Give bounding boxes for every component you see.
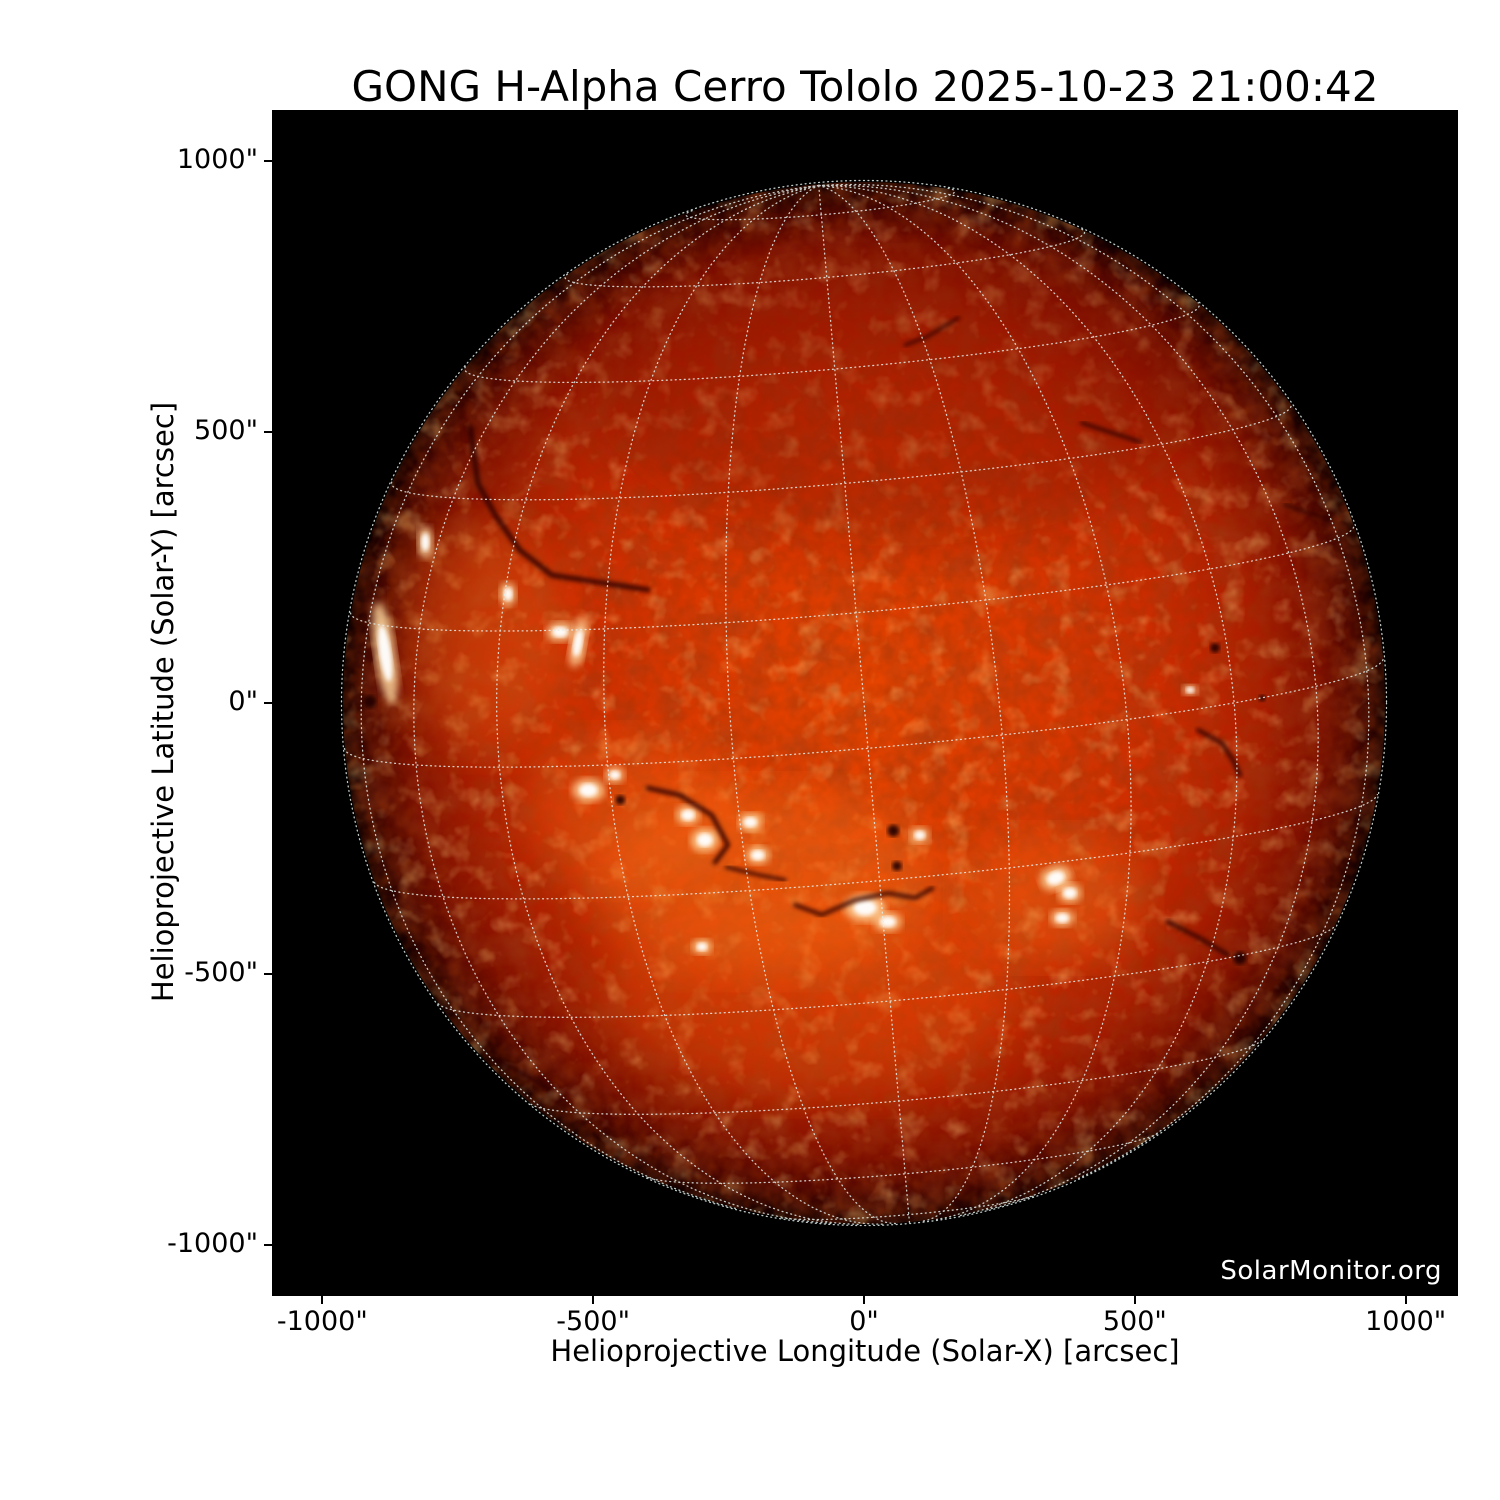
grid-parallel xyxy=(437,924,1337,1018)
plage-core xyxy=(579,783,598,797)
plage-core xyxy=(696,942,708,951)
plage-core xyxy=(572,629,584,657)
active-region-glow xyxy=(403,524,567,752)
plage-core xyxy=(1063,887,1077,899)
sunspot xyxy=(887,824,900,837)
grid-meridian xyxy=(360,184,820,1210)
heliographic-grid xyxy=(340,179,1388,1227)
grid-parallel xyxy=(781,1195,1036,1221)
y-tick xyxy=(264,972,272,975)
watermark: SolarMonitor.org xyxy=(1220,1256,1442,1286)
plage-core xyxy=(880,916,896,928)
y-tick xyxy=(264,702,272,704)
plage-core xyxy=(1185,687,1195,693)
grid-parallel xyxy=(647,1132,1161,1184)
plage-core xyxy=(609,770,621,780)
y-tick-label: 1000" xyxy=(176,144,258,176)
grid-meridian xyxy=(818,184,1011,1222)
grid-parallel xyxy=(390,402,1292,501)
sunspot xyxy=(1233,951,1247,965)
sunspot xyxy=(615,795,626,805)
x-tick-label: -500" xyxy=(556,1306,631,1337)
filament xyxy=(725,865,787,882)
grid-parallel xyxy=(685,187,956,221)
y-tick-label: 0" xyxy=(228,686,258,717)
dark-region xyxy=(593,242,1200,547)
plage-core xyxy=(853,900,877,916)
plage-core xyxy=(743,817,757,828)
plage-core xyxy=(1047,871,1065,885)
y-tick-label: -1000" xyxy=(167,1227,258,1259)
filament xyxy=(1283,503,1332,522)
x-tick xyxy=(592,1296,595,1304)
plage-core xyxy=(552,626,568,638)
grid-meridian xyxy=(725,184,897,1225)
plage-core xyxy=(914,830,926,840)
filament xyxy=(1079,421,1143,444)
x-tick xyxy=(1133,1296,1136,1304)
x-tick-label: 1000" xyxy=(1365,1306,1447,1337)
active-region-glow xyxy=(961,833,1146,963)
chart-title: GONG H-Alpha Cerro Tololo 2025-10-23 21:… xyxy=(351,62,1379,111)
x-tick-label: 0" xyxy=(849,1306,879,1337)
sunspot xyxy=(363,695,377,709)
grid-meridian xyxy=(413,184,832,1225)
plage-core xyxy=(681,809,695,821)
y-tick xyxy=(264,1243,272,1246)
grid-meridian xyxy=(818,183,1370,1179)
y-tick xyxy=(264,160,272,163)
y-tick xyxy=(264,431,272,434)
x-tick xyxy=(863,1296,865,1304)
filament xyxy=(903,316,960,347)
filament xyxy=(467,425,651,593)
x-tick-label: -1000" xyxy=(276,1306,368,1337)
sunspot xyxy=(1210,642,1220,653)
grid-parallel xyxy=(530,1039,1263,1115)
x-axis-label: Helioprojective Longitude (Solar-X) [arc… xyxy=(550,1334,1180,1368)
filament xyxy=(495,1058,551,1090)
solar-image xyxy=(272,110,1458,1296)
grid-parallel xyxy=(349,524,1355,632)
filament xyxy=(793,886,935,917)
plot-area: SolarMonitor.org xyxy=(272,110,1458,1296)
y-tick-label: 500" xyxy=(194,415,258,447)
filament xyxy=(1196,727,1243,778)
active-region-glow xyxy=(522,735,740,888)
filament xyxy=(1165,919,1231,958)
filament xyxy=(645,785,731,865)
plage-core xyxy=(1055,913,1069,923)
sunspot xyxy=(1258,694,1266,702)
grid-meridian xyxy=(818,184,1319,1211)
plage-core xyxy=(751,850,765,861)
grid-parallel xyxy=(343,656,1385,768)
x-tick-label: 500" xyxy=(1102,1306,1167,1337)
plage-core xyxy=(697,833,713,847)
y-tick-label: -500" xyxy=(184,956,258,988)
grid-meridian xyxy=(818,184,911,1224)
plage-core xyxy=(421,533,430,551)
grid-parallel xyxy=(373,793,1379,900)
plage-core xyxy=(378,625,393,682)
sunspot xyxy=(892,861,902,871)
x-tick xyxy=(1404,1296,1407,1304)
x-tick xyxy=(321,1296,324,1304)
solar-limb-circle xyxy=(340,179,1388,1227)
